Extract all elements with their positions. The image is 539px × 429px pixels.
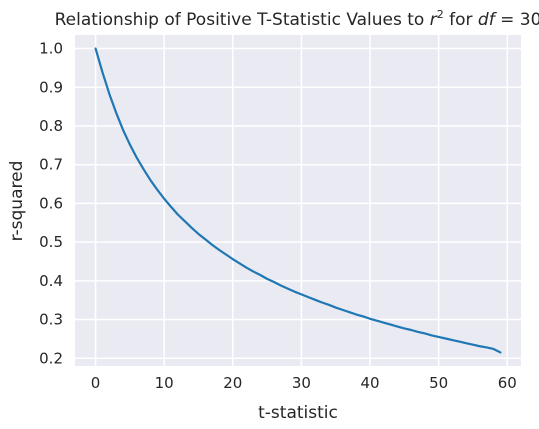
title-for-text: for [444,10,478,30]
x-tick-label-3: 30 [292,374,311,392]
x-tick-label-0: 0 [91,374,101,392]
y-tick-labels: 0.2 0.3 0.4 0.5 0.6 0.7 0.8 0.9 1.0 [39,40,63,368]
title-r-exponent: 2 [437,8,444,21]
y-tick-label-4: 0.6 [39,194,63,212]
grid [75,35,521,366]
title-df-equals: = 30 [495,10,539,30]
y-tick-label-6: 0.8 [39,117,63,135]
series-line-0 [94,47,502,354]
title-df-symbol: df [478,10,498,30]
x-tick-label-5: 50 [429,374,448,392]
x-tick-label-1: 10 [155,374,174,392]
x-axis-label: t-statistic [258,403,338,423]
y-tick-label-8: 1.0 [39,40,63,58]
y-tick-label-3: 0.5 [39,233,63,251]
y-tick-label-7: 0.9 [39,78,63,96]
plot-area [75,35,521,366]
y-tick-label-1: 0.3 [39,311,63,329]
y-tick-label-0: 0.2 [39,349,63,367]
x-tick-labels: 0 10 20 30 40 50 60 [91,374,517,392]
title-prefix: Relationship of Positive T-Statistic Val… [55,10,430,30]
x-tick-label-2: 20 [223,374,242,392]
x-tick-label-6: 60 [498,374,517,392]
y-tick-label-5: 0.7 [39,156,63,174]
y-tick-label-2: 0.4 [39,272,63,290]
x-tick-label-4: 40 [360,374,379,392]
title-r-symbol: r [430,10,438,30]
chart-title: Relationship of Positive T-Statistic Val… [55,8,539,30]
series-layer [94,47,502,354]
plot-background [75,35,521,366]
y-axis-label: r-squared [7,161,27,242]
